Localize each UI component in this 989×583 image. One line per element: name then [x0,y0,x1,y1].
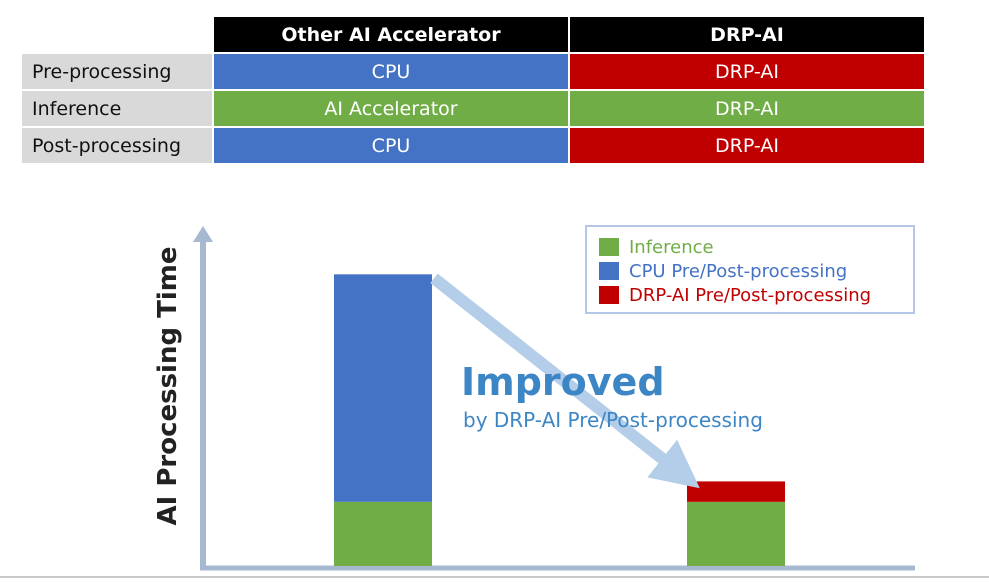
table-header-drp-ai: DRP-AI [568,17,924,54]
improvement-arrow [430,273,700,489]
cell-inference-drp: DRP-AI [568,91,924,128]
chart-bars [334,274,785,566]
bar-2-drp [687,481,785,502]
bar-2-inference [687,501,785,566]
cell-pre-processing-other: CPU [212,54,568,91]
y-axis-arrowhead [193,226,213,242]
cell-pre-processing-drp: DRP-AI [568,54,924,91]
legend-label-cpu: CPU Pre/Post-processing [629,260,848,282]
row-label-inference: Inference [22,91,212,128]
legend-item-drp: DRP-AI Pre/Post-processing [599,283,913,307]
table-row: Post-processing CPU DRP-AI [22,128,924,165]
cell-post-processing-other: CPU [212,128,568,165]
bar-1-cpu [334,274,432,502]
legend-item-inference: Inference [599,235,913,259]
cell-inference-other: AI Accelerator [212,91,568,128]
improvement-arrow-line [430,273,700,489]
cell-post-processing-drp: DRP-AI [568,128,924,165]
legend-label-inference: Inference [629,236,714,258]
improved-subline: by DRP-AI Pre/Post-processing [463,408,763,432]
table-row: Inference AI Accelerator DRP-AI [22,91,924,128]
legend-label-drp: DRP-AI Pre/Post-processing [629,284,872,306]
comparison-table: Other AI Accelerator DRP-AI Pre-processi… [22,17,924,165]
bar-1-inference [334,501,432,566]
table-row: Pre-processing CPU DRP-AI [22,54,924,91]
legend-swatch-drp [599,286,619,304]
y-axis-title: AI Processing Time [153,246,183,526]
legend-item-cpu: CPU Pre/Post-processing [599,259,913,283]
table-header-corner [22,17,212,54]
legend-swatch-cpu [599,262,619,280]
table-header-row: Other AI Accelerator DRP-AI [22,17,924,54]
bottom-divider [0,576,989,578]
improved-headline: Improved [461,360,665,404]
chart-axes [193,226,915,571]
row-label-pre-processing: Pre-processing [22,54,212,91]
row-label-post-processing: Post-processing [22,128,212,165]
chart-legend: Inference CPU Pre/Post-processing DRP-AI… [585,225,915,314]
legend-swatch-inference [599,238,619,256]
table-header-other-accelerator: Other AI Accelerator [212,17,568,54]
